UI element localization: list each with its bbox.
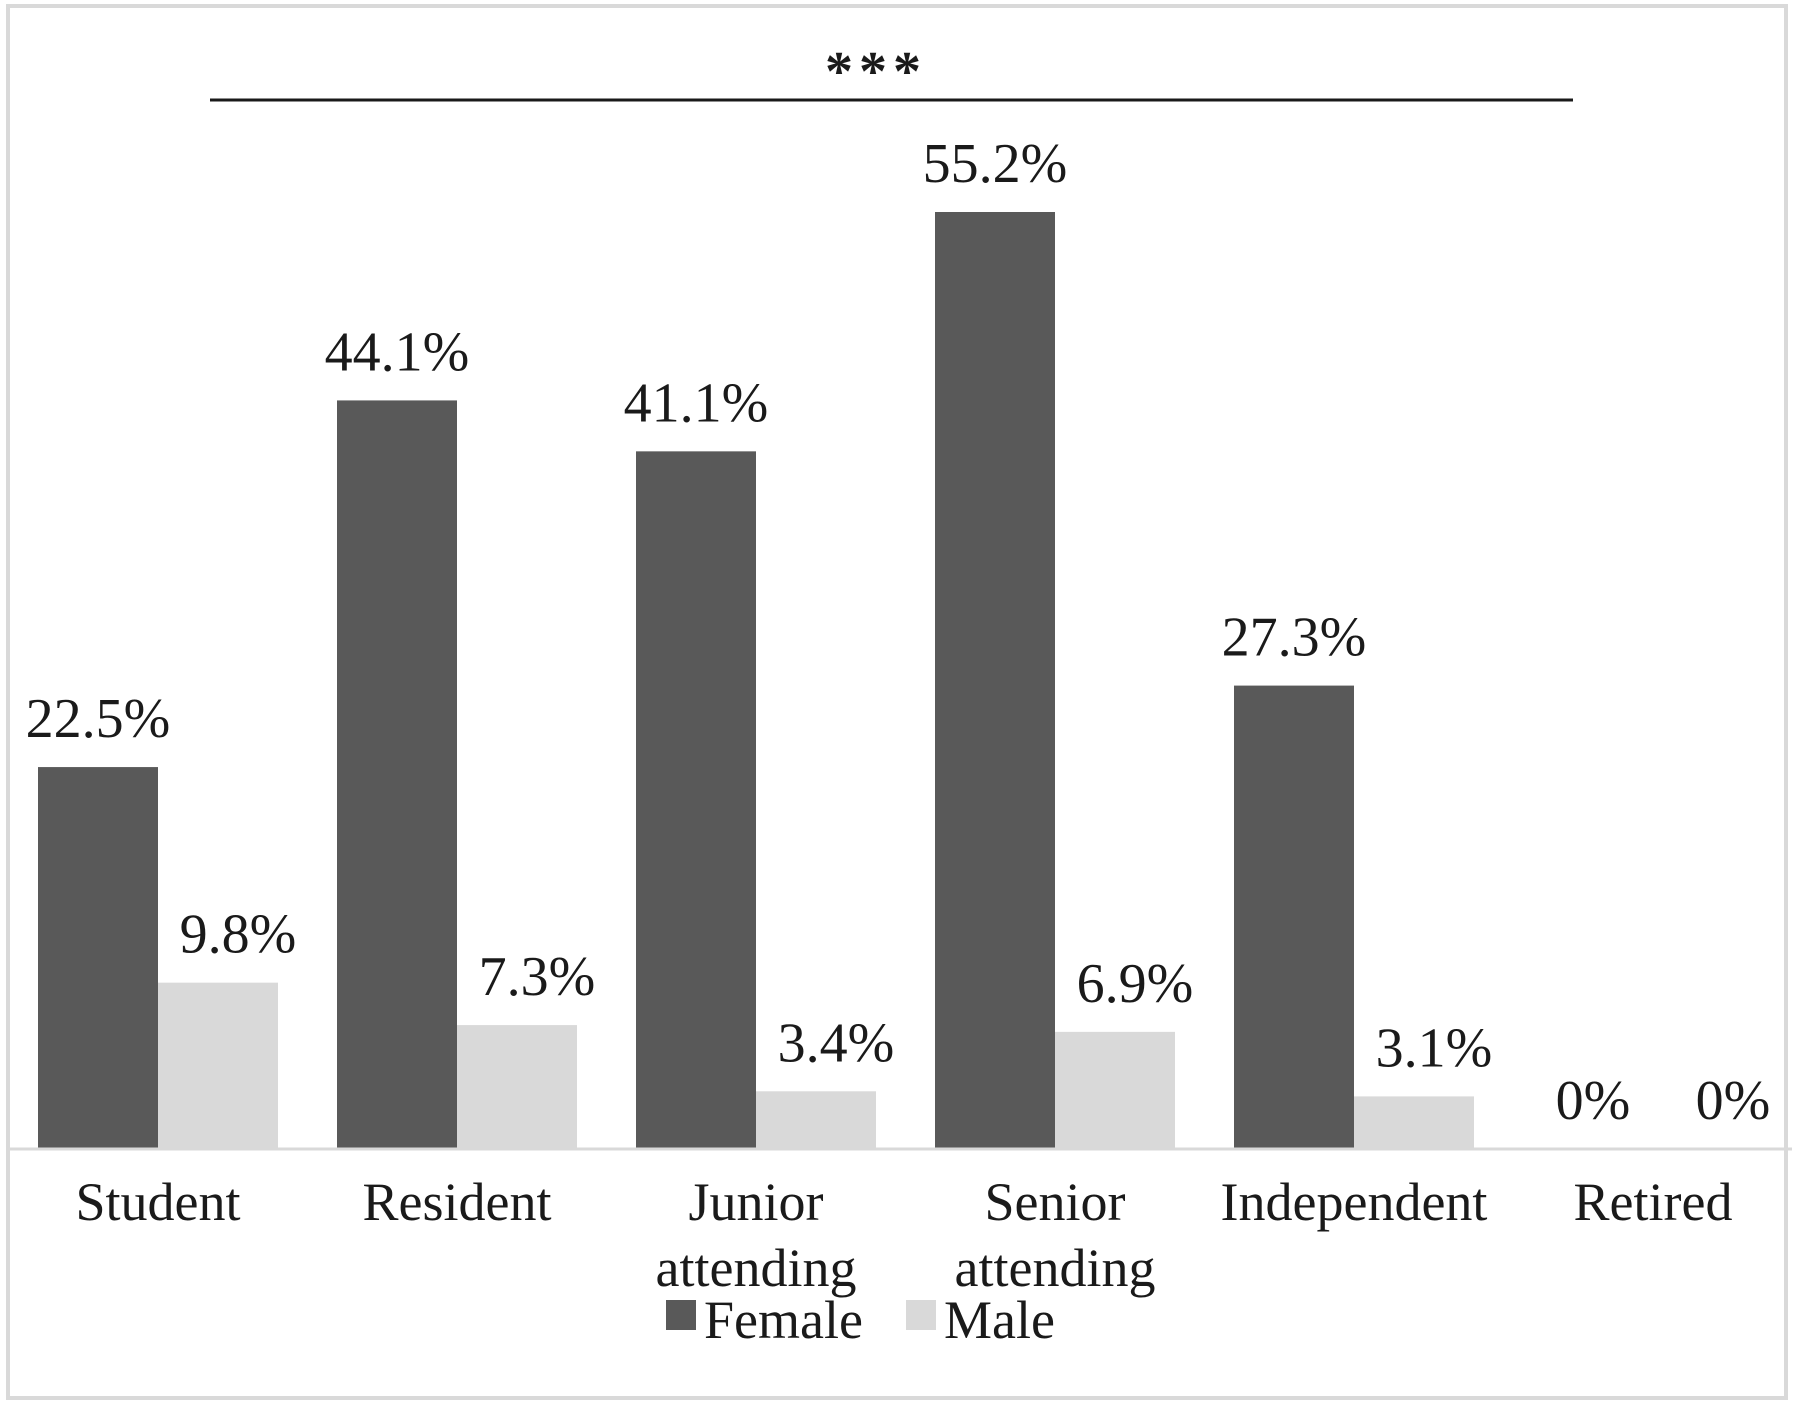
significance-label: *** bbox=[825, 41, 927, 103]
value-label-male-0: 9.8% bbox=[180, 904, 297, 966]
value-label-female-2: 41.1% bbox=[624, 372, 769, 434]
bar-female-4 bbox=[1234, 685, 1354, 1149]
value-label-female-3: 55.2% bbox=[923, 133, 1068, 195]
category-tick-label-4: Independent bbox=[1221, 1172, 1488, 1232]
bar-male-4 bbox=[1354, 1096, 1474, 1149]
value-label-male-2: 3.4% bbox=[778, 1012, 895, 1074]
legend-swatch-female bbox=[666, 1300, 696, 1330]
bar-chart: 22.5% 9.8% 44.1% 7.3% 41.1% 3.4% 55.2% 6.9% 27.3… bbox=[10, 41, 1792, 1350]
bar-male-3 bbox=[1055, 1031, 1175, 1149]
category-tick-label-1: Resident bbox=[363, 1172, 552, 1232]
category-tick-labels: Student Resident Junior attending Senior atte… bbox=[75, 1172, 1732, 1298]
legend-label-female: Female bbox=[704, 1290, 863, 1350]
legend-swatch-male bbox=[906, 1300, 936, 1330]
category-tick-label-0: Student bbox=[75, 1172, 240, 1232]
bars-layer bbox=[38, 212, 1474, 1150]
bar-female-3 bbox=[935, 212, 1055, 1149]
bar-male-2 bbox=[756, 1091, 876, 1149]
legend: Female Male bbox=[666, 1290, 1055, 1350]
value-label-male-3: 6.9% bbox=[1077, 953, 1194, 1015]
category-tick-label-5: Retired bbox=[1574, 1172, 1733, 1232]
value-label-female-0: 22.5% bbox=[26, 688, 171, 750]
bar-male-0 bbox=[158, 982, 278, 1149]
value-label-female-4: 27.3% bbox=[1222, 607, 1367, 669]
bar-female-2 bbox=[636, 451, 756, 1149]
value-label-male-1: 7.3% bbox=[479, 946, 596, 1008]
value-label-male-5: 0% bbox=[1696, 1070, 1771, 1132]
value-labels-layer: 22.5% 9.8% 44.1% 7.3% 41.1% 3.4% 55.2% 6.9% 27.3… bbox=[26, 133, 1771, 1132]
category-tick-label-2: Junior attending bbox=[656, 1172, 857, 1298]
bar-female-0 bbox=[38, 767, 158, 1149]
value-label-female-1: 44.1% bbox=[325, 321, 470, 383]
category-tick-label-3: Senior attending bbox=[955, 1172, 1156, 1298]
value-label-male-4: 3.1% bbox=[1376, 1017, 1493, 1079]
bar-male-1 bbox=[457, 1025, 577, 1149]
bar-female-1 bbox=[337, 400, 457, 1150]
legend-label-male: Male bbox=[944, 1290, 1055, 1350]
value-label-female-5: 0% bbox=[1556, 1070, 1631, 1132]
chart-frame: 22.5% 9.8% 44.1% 7.3% 41.1% 3.4% 55.2% 6.9% 27.3… bbox=[6, 4, 1792, 1400]
